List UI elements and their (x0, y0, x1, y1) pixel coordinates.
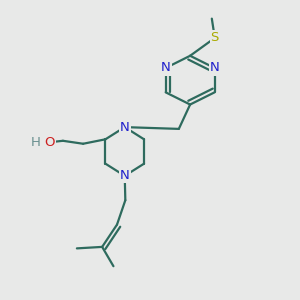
Text: H: H (31, 136, 41, 149)
Text: S: S (211, 32, 219, 44)
Text: N: N (120, 169, 130, 182)
Text: N: N (161, 61, 170, 74)
Text: N: N (210, 61, 220, 74)
Text: O: O (44, 136, 55, 149)
Text: N: N (120, 121, 130, 134)
